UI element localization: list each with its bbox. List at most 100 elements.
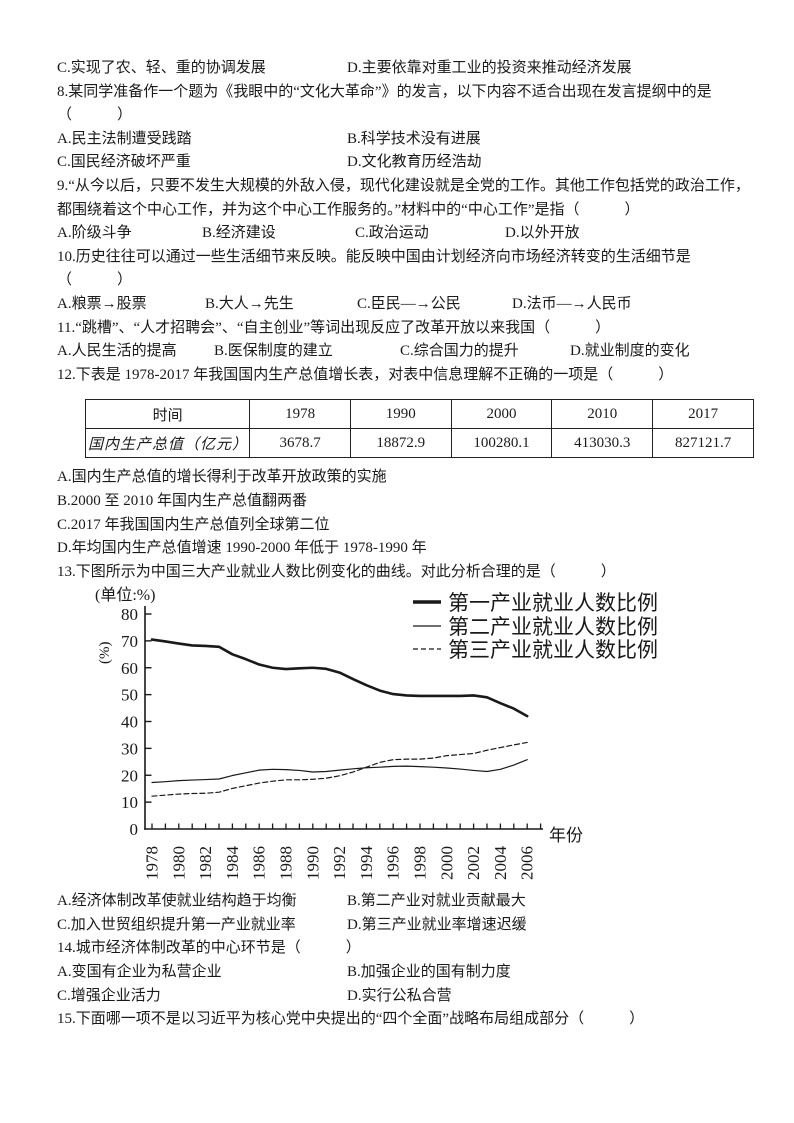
q14-option-a: A.变国有企业为私营企业 — [57, 964, 222, 981]
question-15-stem: 15.下面哪一项不是以习近平为核心党中央提出的“四个全面”战略布局组成部分（ ） — [57, 1011, 645, 1028]
q12-option-b: B.2000 至 2010 年国内生产总值翻两番 — [57, 492, 308, 509]
exam-content: C.实现了农、轻、重的协调发展 D.主要依靠对重工业的投资来推动经济发展 8.某… — [57, 57, 754, 1032]
q11-option-a: A.人民生活的提高 — [57, 343, 177, 360]
gdp-value-1990: 18872.9 — [349, 428, 452, 459]
question-7-options-cd: C.实现了农、轻、重的协调发展 D.主要依靠对重工业的投资来推动经济发展 — [57, 57, 754, 81]
x-tick-label: 1984 — [223, 846, 242, 881]
q9-option-c: C.政治运动 — [355, 225, 429, 242]
x-tick-label: 2002 — [464, 846, 483, 880]
x-tick-label: 2006 — [518, 846, 537, 880]
chart-unit-label: (单位:%) — [95, 586, 155, 604]
employment-ratio-chart-svg: (单位:%) (%) 年份 第一产业就业人数比例 第二产业就业人数比例 第三产业… — [95, 586, 658, 881]
q8-option-b: B.科学技术没有进展 — [347, 130, 481, 147]
question-12-stem: 12.下表是 1978-2017 年我国国内生产总值增长表，对表中信息理解不正确… — [57, 366, 674, 383]
q9-option-d: D.以外开放 — [505, 225, 580, 242]
series-line-1 — [151, 759, 528, 784]
question-13-options-cd: C.加入世贸组织提升第一产业就业率 D.第三产业就业率增速迟缓 — [57, 914, 754, 938]
q10-option-d: D.法币—→人民币 — [512, 295, 632, 312]
q12-option-c: C.2017 年我国国内生产总值列全球第二位 — [57, 516, 330, 533]
question-14-options-ab: A.变国有企业为私营企业 B.加强企业的国有制力度 — [57, 961, 754, 985]
q8-option-d: D.文化教育历经浩劫 — [347, 154, 482, 171]
legend-label-tertiary-industry: 第三产业就业人数比例 — [448, 638, 658, 662]
x-tick-label: 1992 — [330, 846, 349, 880]
question-13-options-ab: A.经济体制改革使就业结构趋于均衡 B.第二产业对就业贡献最大 — [57, 890, 754, 914]
gdp-header-2010: 2010 — [551, 399, 654, 430]
question-10-options: A.粮票→股票 B.大人→先生 C.臣民—→公民 D.法币—→人民币 — [57, 293, 754, 317]
series-line-2 — [151, 742, 528, 798]
gdp-value-2010: 413030.3 — [551, 428, 654, 459]
q11-option-d: D.就业制度的变化 — [570, 343, 690, 360]
q9-option-a: A.阶级斗争 — [57, 225, 132, 242]
q13-option-b: B.第二产业对就业贡献最大 — [347, 893, 526, 910]
question-14-stem: 14.城市经济体制改革的中心环节是（ ） — [57, 940, 361, 957]
x-tick-label: 1986 — [250, 846, 269, 880]
question-8-stem: 8.某同学准备作一个题为《我眼中的“文化大革命”》的发言，以下内容不适合出现在发… — [57, 83, 712, 100]
x-tick-label: 1998 — [411, 846, 430, 880]
question-11-options: A.人民生活的提高 B.医保制度的建立 C.综合国力的提升 D.就业制度的变化 — [57, 340, 754, 364]
y-tick-label: 70 — [121, 632, 138, 651]
q10-option-a: A.粮票→股票 — [57, 295, 147, 312]
gdp-header-2017: 2017 — [652, 399, 754, 430]
question-10-answer-blank: （ ） — [57, 272, 133, 289]
q8-option-c: C.国民经济破坏严重 — [57, 154, 191, 171]
q14-option-d: D.实行公私合营 — [347, 987, 452, 1004]
gdp-header-1990: 1990 — [349, 399, 452, 430]
question-13-stem: 13.下图所示为中国三大产业就业人数比例变化的曲线。对此分析合理的是（ ） — [57, 563, 616, 580]
q7-option-c: C.实现了农、轻、重的协调发展 — [57, 60, 266, 76]
q11-option-c: C.综合国力的提升 — [400, 343, 519, 360]
gdp-table-header-row: 时间 1978 1990 2000 2010 2017 — [84, 399, 754, 430]
question-9-options: A.阶级斗争 B.经济建设 C.政治运动 D.以外开放 — [57, 222, 754, 246]
question-8-options-ab: A.民主法制遭受践踏 B.科学技术没有进展 — [57, 128, 754, 152]
q11-option-b: B.医保制度的建立 — [214, 343, 333, 360]
gdp-header-2000: 2000 — [450, 399, 553, 430]
y-tick-label: 80 — [121, 605, 138, 624]
y-tick-label: 60 — [121, 659, 138, 678]
gdp-header-time: 时间 — [84, 399, 251, 430]
y-tick-label: 20 — [121, 767, 138, 786]
q10-option-c: C.臣民—→公民 — [357, 295, 461, 312]
x-tick-label: 1980 — [169, 846, 188, 880]
question-11-stem: 11.“跳槽”、“人才招聘会”、“自主创业”等词出现反应了改革开放以来我国（ ） — [57, 319, 611, 336]
question-8-answer-blank: （ ） — [57, 107, 133, 124]
gdp-table-value-row: 国内生产总值（亿元） 3678.7 18872.9 100280.1 41303… — [84, 428, 754, 459]
gdp-value-2000: 100280.1 — [450, 428, 553, 459]
q10-option-b: B.大人→先生 — [205, 295, 294, 312]
y-tick-label: 10 — [121, 793, 138, 812]
q12-option-d: D.年均国内生产总值增速 1990-2000 年低于 1978-1990 年 — [57, 540, 427, 557]
q14-option-b: B.加强企业的国有制力度 — [347, 964, 511, 981]
q13-option-a: A.经济体制改革使就业结构趋于均衡 — [57, 893, 297, 910]
y-tick-label: 0 — [130, 820, 139, 839]
chart-x-axis-label: 年份 — [549, 826, 583, 845]
gdp-header-1978: 1978 — [249, 399, 351, 430]
employment-ratio-chart: (单位:%) (%) 年份 第一产业就业人数比例 第二产业就业人数比例 第三产业… — [87, 584, 754, 886]
q14-option-c: C.增强企业活力 — [57, 987, 161, 1004]
x-tick-label: 2004 — [491, 846, 510, 881]
question-14-options-cd: C.增强企业活力 D.实行公私合营 — [57, 985, 754, 1009]
q13-option-c: C.加入世贸组织提升第一产业就业率 — [57, 916, 296, 933]
gdp-table: 时间 1978 1990 2000 2010 2017 国内生产总值（亿元） 3… — [84, 399, 754, 459]
legend-label-secondary-industry: 第二产业就业人数比例 — [448, 615, 658, 639]
q13-option-d: D.第三产业就业率增速迟缓 — [347, 916, 527, 933]
question-9-stem-line2: 都围绕着这个中心工作，并为这个中心工作服务的。”材料中的“中心工作”是指（ ） — [57, 201, 640, 218]
x-tick-label: 1988 — [277, 846, 296, 880]
gdp-value-1978: 3678.7 — [249, 428, 351, 459]
gdp-value-2017: 827121.7 — [652, 428, 754, 459]
q8-option-a: A.民主法制遭受践踏 — [57, 130, 192, 147]
q12-option-a: A.国内生产总值的增长得利于改革开放政策的实施 — [57, 469, 387, 486]
q9-option-b: B.经济建设 — [202, 225, 276, 242]
x-tick-label: 1982 — [196, 846, 215, 880]
legend-label-primary-industry: 第一产业就业人数比例 — [448, 591, 658, 615]
chart-y-axis-label: (%) — [97, 642, 113, 665]
y-tick-label: 50 — [121, 686, 138, 705]
question-8-options-cd: C.国民经济破坏严重 D.文化教育历经浩劫 — [57, 151, 754, 175]
series-line-0 — [150, 638, 529, 718]
x-tick-label: 1994 — [357, 846, 376, 881]
q7-option-d: D.主要依靠对重工业的投资来推动经济发展 — [347, 60, 632, 76]
x-tick-label: 1990 — [303, 846, 322, 880]
x-tick-label: 1978 — [143, 846, 162, 880]
x-tick-label: 1996 — [384, 846, 403, 880]
question-9-stem-line1: 9.“从今以后，只要不发生大规模的外敌入侵，现代化建设就是全党的工作。其他工作包… — [57, 177, 750, 194]
question-10-stem: 10.历史往往可以通过一些生活细节来反映。能反映中国由计划经济向市场经济转变的生… — [57, 248, 691, 265]
gdp-row-label: 国内生产总值（亿元） — [84, 428, 251, 459]
x-tick-label: 2000 — [437, 846, 456, 880]
